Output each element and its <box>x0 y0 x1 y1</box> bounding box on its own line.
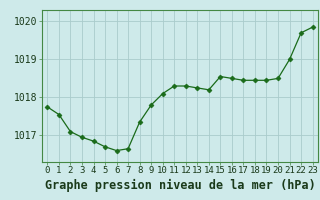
X-axis label: Graphe pression niveau de la mer (hPa): Graphe pression niveau de la mer (hPa) <box>44 179 316 192</box>
